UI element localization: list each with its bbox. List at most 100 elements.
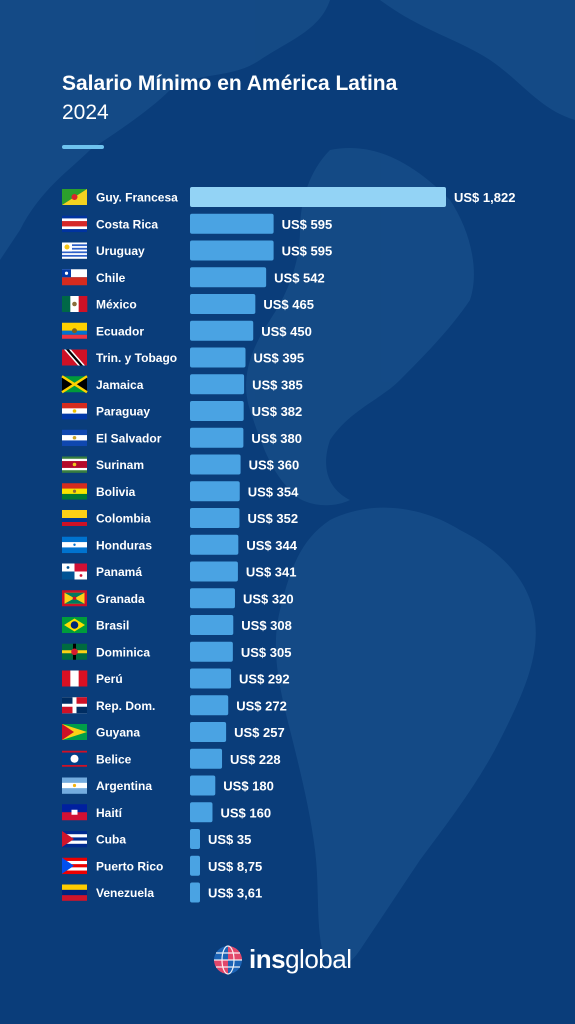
globe-icon [214, 944, 242, 975]
bar [190, 641, 233, 662]
bar [190, 775, 216, 796]
bar [190, 320, 254, 341]
bar [190, 347, 246, 368]
value-label: US$ 308 [241, 618, 292, 633]
flag-ecuador-icon [62, 322, 87, 339]
country-label: Belice [96, 752, 132, 766]
logo-wordmark-regular: global [285, 944, 352, 974]
logo-wordmark-bold: ins [249, 944, 286, 974]
country-label: Bolivia [96, 485, 136, 499]
flag-guyana-icon [62, 724, 87, 740]
bar [190, 855, 200, 876]
bar [190, 615, 234, 635]
value-label: US$ 385 [252, 377, 303, 392]
country-label: Honduras [96, 538, 152, 552]
value-label: US$ 595 [282, 244, 333, 259]
bar [190, 454, 241, 475]
bar [190, 882, 200, 903]
value-label: US$ 450 [261, 324, 312, 339]
country-label: México [96, 298, 137, 312]
value-label: US$ 35 [208, 832, 251, 847]
bar [190, 294, 256, 314]
country-label: Cuba [96, 833, 126, 847]
bar [190, 240, 274, 261]
value-label: US$ 542 [274, 270, 325, 285]
flag-dominica-icon [62, 643, 87, 660]
country-label: Puerto Rico [96, 859, 163, 873]
title-underline [62, 145, 104, 149]
value-label: US$ 8,75 [208, 859, 262, 874]
flag-costa-rica-icon [62, 215, 87, 233]
country-label: Panamá [96, 565, 142, 579]
flag-uruguay-icon [62, 242, 87, 259]
flag-puerto-rico-icon [62, 857, 87, 875]
flag-belize-icon [62, 750, 87, 767]
country-label: Dominica [96, 645, 150, 659]
value-label: US$ 341 [246, 565, 297, 580]
value-label: US$ 228 [230, 752, 281, 767]
bar [190, 187, 446, 207]
flag-honduras-icon [62, 536, 87, 554]
flag-dominican-republic-icon [62, 697, 87, 714]
value-label: US$ 395 [253, 351, 304, 366]
country-label: Costa Rica [96, 217, 158, 231]
value-label: US$ 292 [239, 672, 290, 687]
chart-title: Salario Mínimo en América Latina [62, 72, 398, 95]
bar [190, 668, 232, 689]
flag-jamaica-icon [61, 375, 88, 394]
bar [190, 508, 240, 528]
bar [190, 695, 229, 716]
flag-peru-icon [62, 670, 88, 687]
country-label: Uruguay [96, 244, 145, 258]
value-label: US$ 1,822 [454, 190, 515, 205]
bar [190, 374, 245, 395]
country-label: Guyana [96, 726, 140, 740]
logo-wordmark: insglobal [249, 944, 352, 975]
country-label: Perú [96, 672, 123, 686]
insglobal-logo: insglobal [213, 944, 352, 975]
country-label: Guy. Francesa [96, 191, 178, 205]
bar [190, 561, 238, 582]
bar [190, 267, 267, 288]
bar [190, 534, 239, 555]
country-label: Surinam [96, 458, 144, 472]
country-label: Haití [96, 806, 123, 820]
bar [190, 829, 200, 849]
value-label: US$ 305 [241, 645, 292, 660]
flag-trinidad-tobago-icon [62, 349, 87, 366]
value-label: US$ 3,61 [208, 886, 262, 901]
flag-argentina-icon [62, 777, 87, 794]
flag-panama-icon [62, 563, 87, 580]
value-label: US$ 354 [248, 484, 299, 499]
value-label: US$ 465 [263, 297, 314, 312]
bar [190, 213, 274, 234]
value-label: US$ 320 [243, 591, 294, 606]
flag-paraguay-icon [62, 403, 87, 420]
bar [190, 588, 235, 609]
flag-chile-icon [62, 269, 87, 286]
country-label: El Salvador [96, 431, 162, 445]
bar [190, 722, 227, 742]
value-label: US$ 380 [251, 431, 302, 446]
flag-suriname-icon [62, 456, 87, 473]
value-label: US$ 382 [252, 404, 303, 419]
value-label: US$ 272 [236, 698, 287, 713]
country-label: Rep. Dom. [96, 699, 155, 713]
country-label: Ecuador [96, 324, 144, 338]
value-label: US$ 257 [234, 725, 285, 740]
country-label: Argentina [96, 779, 152, 793]
bar [190, 481, 240, 502]
bar [190, 401, 244, 421]
bar [190, 427, 244, 448]
value-label: US$ 160 [220, 805, 271, 820]
flag-colombia-icon [62, 510, 87, 526]
country-label: Brasil [96, 619, 129, 633]
country-label: Colombia [96, 512, 151, 526]
country-label: Jamaica [96, 378, 144, 392]
flag-el-salvador-icon [62, 429, 87, 447]
flag-venezuela-icon [62, 884, 87, 901]
flag-grenada-icon [62, 590, 87, 607]
country-label: Trin. y Tobago [96, 351, 177, 365]
